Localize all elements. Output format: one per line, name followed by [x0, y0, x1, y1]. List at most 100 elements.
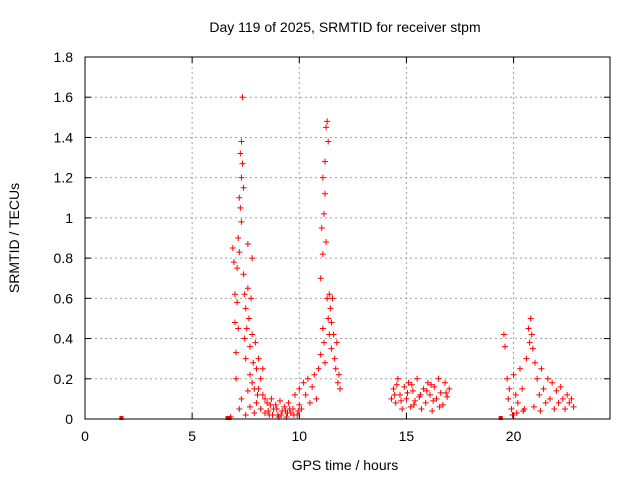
data-point-marker	[446, 385, 453, 392]
data-point-marker	[253, 399, 260, 406]
data-point-marker	[537, 407, 544, 414]
data-point-marker	[242, 305, 249, 312]
x-tick-label: 10	[291, 428, 307, 444]
data-point-marker	[243, 325, 250, 332]
data-point-marker	[422, 399, 429, 406]
data-point-marker	[328, 319, 335, 326]
data-point-marker	[313, 395, 320, 402]
data-point-marker	[324, 295, 331, 302]
data-point-marker	[526, 339, 533, 346]
data-point-marker	[320, 210, 327, 217]
data-point-marker	[265, 407, 272, 414]
data-point-marker	[273, 405, 280, 412]
x-tick-label: 15	[399, 428, 415, 444]
data-point-marker	[322, 190, 328, 197]
data-point-marker	[401, 383, 408, 390]
data-point-marker	[247, 343, 253, 350]
plot-frame	[84, 56, 611, 420]
data-point-marker	[239, 94, 246, 101]
data-point-marker	[559, 395, 566, 402]
data-point-marker	[399, 405, 406, 412]
data-point-marker	[510, 371, 517, 378]
data-point-marker	[532, 359, 538, 366]
data-point-marker	[564, 391, 571, 398]
data-point-marker	[244, 285, 251, 292]
chart-title: Day 119 of 2025, SRMTID for receiver stp…	[209, 19, 480, 35]
data-point-marker	[328, 345, 335, 352]
data-point-marker	[410, 401, 417, 408]
data-point-marker	[317, 351, 324, 358]
data-point-marker	[423, 387, 430, 394]
x-tick-label: 5	[188, 428, 196, 444]
axis-ticks	[84, 56, 610, 420]
data-point-marker	[513, 409, 520, 416]
y-tick-label: 0.2	[54, 371, 74, 387]
data-point-marker	[277, 397, 283, 404]
data-point-marker	[544, 375, 551, 382]
data-point-marker	[262, 409, 268, 416]
data-point-marker	[229, 245, 236, 252]
data-point-marker	[562, 405, 568, 412]
data-point-marker	[285, 399, 292, 406]
data-point-marker	[534, 375, 541, 382]
data-point-marker	[390, 385, 397, 392]
data-point-marker	[302, 391, 309, 398]
data-point-marker	[523, 355, 530, 362]
data-point-marker	[443, 389, 450, 396]
data-point-marker	[327, 305, 334, 312]
data-point-marker	[292, 391, 298, 398]
y-tick-label: 0	[65, 411, 73, 427]
data-point-marker	[553, 387, 560, 394]
data-point-marker	[404, 389, 411, 396]
data-point-marker	[319, 251, 326, 258]
data-point-marker	[262, 395, 268, 402]
data-point-marker	[240, 271, 247, 278]
data-point-marker	[429, 407, 436, 414]
data-point-marker	[317, 275, 324, 282]
tick-labels: 0 0.2 0.4 0.6 0.8 1 1.2 1.4 1.6 1.8 0 5 10 15 20	[54, 49, 522, 444]
data-point-marker	[322, 359, 328, 366]
data-point-marker	[498, 416, 503, 420]
data-point-marker	[397, 391, 403, 398]
data-point-marker	[547, 395, 553, 402]
data-point-marker	[253, 365, 260, 372]
data-point-marker	[431, 383, 438, 390]
data-point-marker	[405, 379, 412, 386]
data-point-marker	[528, 331, 535, 338]
data-point-marker	[430, 397, 437, 404]
data-point-marker	[225, 416, 230, 420]
y-tick-label: 1.6	[54, 89, 74, 105]
data-point-marker	[444, 393, 451, 400]
data-point-marker	[329, 295, 336, 302]
data-point-marker	[549, 379, 556, 386]
data-point-marker	[320, 339, 327, 346]
data-point-marker	[251, 409, 258, 416]
data-point-marker	[536, 391, 543, 398]
data-point-marker	[538, 365, 545, 372]
data-point-marker	[236, 405, 243, 412]
data-point-marker	[333, 339, 340, 346]
data-point-marker	[269, 411, 276, 418]
data-point-marker	[409, 387, 416, 394]
data-point-marker	[412, 397, 418, 404]
data-point-marker	[236, 249, 243, 256]
data-point-marker	[542, 399, 549, 406]
data-point-marker	[408, 381, 415, 388]
data-point-marker	[325, 138, 332, 145]
data-point-marker	[427, 391, 433, 398]
data-point-marker	[335, 371, 342, 378]
data-point-marker	[435, 375, 442, 382]
data-point-marker	[520, 407, 527, 414]
data-point-marker	[264, 399, 271, 406]
data-point-marker	[119, 416, 124, 420]
data-point-marker	[244, 241, 251, 248]
data-point-marker	[249, 255, 256, 262]
data-point-marker	[318, 224, 325, 231]
data-point-marker	[295, 407, 302, 414]
data-point-marker	[555, 399, 562, 406]
data-point-marker	[502, 343, 508, 350]
data-point-marker	[540, 385, 547, 392]
x-tick-label: 20	[506, 428, 522, 444]
data-point-marker	[249, 379, 256, 386]
data-point-marker	[250, 359, 257, 366]
